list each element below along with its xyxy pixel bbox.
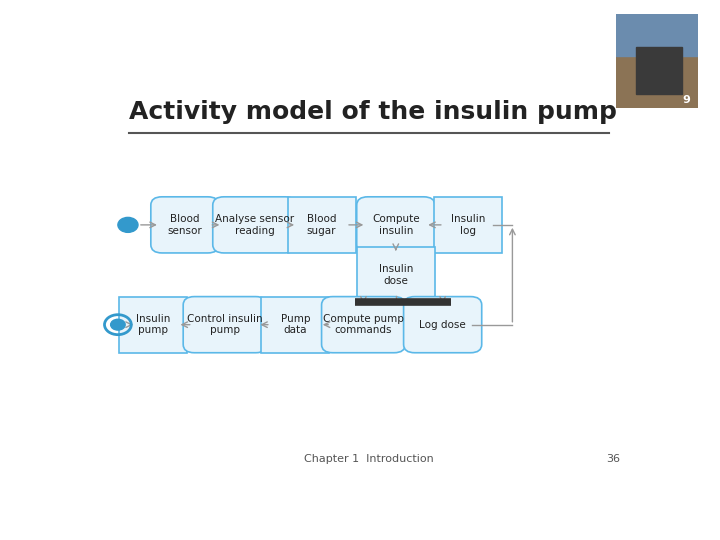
FancyBboxPatch shape bbox=[119, 296, 187, 353]
Text: 36: 36 bbox=[606, 454, 620, 464]
Text: Log dose: Log dose bbox=[419, 320, 466, 330]
Text: 9: 9 bbox=[682, 95, 690, 105]
FancyBboxPatch shape bbox=[287, 197, 356, 253]
FancyBboxPatch shape bbox=[183, 296, 267, 353]
Circle shape bbox=[118, 218, 138, 232]
FancyBboxPatch shape bbox=[356, 247, 435, 303]
FancyBboxPatch shape bbox=[150, 197, 219, 253]
Text: Blood
sensor: Blood sensor bbox=[168, 214, 202, 235]
Text: Activity model of the insulin pump: Activity model of the insulin pump bbox=[129, 100, 617, 124]
FancyBboxPatch shape bbox=[404, 296, 482, 353]
FancyBboxPatch shape bbox=[434, 197, 503, 253]
Text: Compute pump
commands: Compute pump commands bbox=[323, 314, 404, 335]
FancyBboxPatch shape bbox=[356, 197, 435, 253]
Text: Pump
data: Pump data bbox=[281, 314, 310, 335]
Text: Blood
sugar: Blood sugar bbox=[307, 214, 336, 235]
FancyBboxPatch shape bbox=[213, 197, 297, 253]
Circle shape bbox=[111, 319, 125, 330]
Text: Chapter 1  Introduction: Chapter 1 Introduction bbox=[304, 454, 434, 464]
Bar bbox=[616, 14, 698, 56]
Text: Compute
insulin: Compute insulin bbox=[372, 214, 420, 235]
Bar bbox=[636, 46, 682, 94]
FancyBboxPatch shape bbox=[322, 296, 405, 353]
Text: Insulin
dose: Insulin dose bbox=[379, 264, 413, 286]
Text: Insulin
pump: Insulin pump bbox=[136, 314, 170, 335]
Text: Control insulin
pump: Control insulin pump bbox=[187, 314, 263, 335]
Text: Insulin
log: Insulin log bbox=[451, 214, 485, 235]
FancyBboxPatch shape bbox=[261, 296, 329, 353]
Text: Analyse sensor
reading: Analyse sensor reading bbox=[215, 214, 294, 235]
